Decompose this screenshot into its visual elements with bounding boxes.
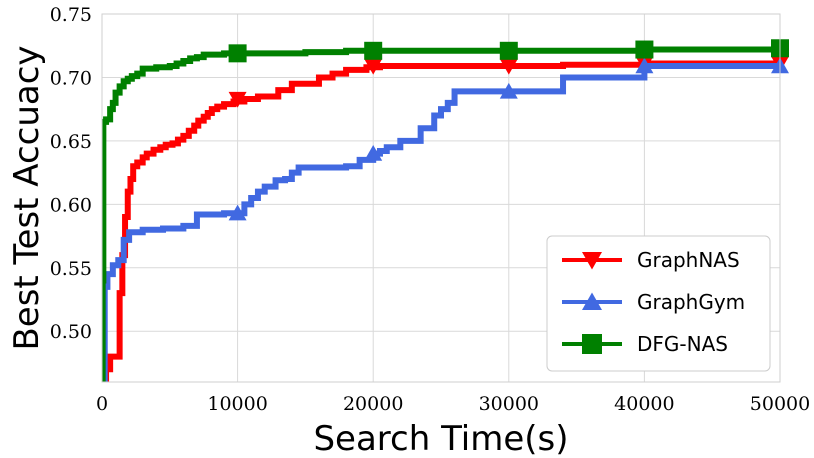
x-tick-label: 10000: [207, 393, 267, 415]
series-line: [102, 60, 780, 382]
x-axis-label: Search Time(s): [313, 419, 568, 458]
series-graphnas: [102, 60, 780, 382]
data-point-marker: [499, 41, 518, 60]
x-tick-label: 0: [96, 393, 108, 415]
y-tick-label: 0.65: [50, 131, 92, 153]
data-point-marker: [635, 40, 654, 59]
legend-marker: [582, 292, 602, 310]
legend-marker: [582, 334, 602, 354]
legend-box: [546, 235, 771, 372]
legend-item: DFG-NAS: [562, 332, 728, 356]
data-point-marker: [228, 44, 247, 63]
series-graphgym: [102, 63, 780, 382]
y-tick-label: 0.75: [50, 4, 92, 26]
x-tick-label: 40000: [614, 393, 674, 415]
series-markers: [228, 39, 789, 63]
legend-item: GraphNAS: [562, 248, 740, 272]
y-tick-label: 0.60: [50, 194, 92, 216]
legend-marker: [582, 252, 602, 270]
data-point-marker: [499, 82, 518, 99]
plot-frame: [101, 13, 781, 383]
legend-label: DFG-NAS: [637, 332, 728, 356]
data-point-marker: [364, 58, 383, 75]
series-line: [102, 46, 780, 382]
y-tick-label: 0.55: [50, 258, 92, 280]
series-line: [102, 63, 780, 382]
y-tick-label: 0.70: [50, 67, 92, 89]
legend: GraphNAS GraphGym DFG-NAS: [546, 235, 771, 372]
y-tick-labels: 0.50 0.55 0.60 0.65 0.70 0.75: [50, 4, 92, 343]
series-layer: [102, 39, 789, 382]
x-tick-labels: 0 10000 20000 30000 40000 50000: [96, 393, 810, 415]
data-point-marker: [228, 204, 247, 221]
legend-label: GraphGym: [637, 290, 745, 314]
legend-item: GraphGym: [562, 290, 745, 314]
data-point-marker: [364, 41, 383, 60]
x-tick-label: 30000: [479, 393, 539, 415]
series-dfg-nas: [102, 46, 780, 382]
data-point-marker: [228, 91, 247, 108]
legend-label: GraphNAS: [637, 248, 740, 272]
data-point-marker: [364, 145, 383, 161]
data-point-marker: [635, 57, 654, 74]
y-tick-label: 0.50: [50, 321, 92, 343]
y-axis-label: Best Test Accuacy: [7, 45, 47, 350]
x-tick-label: 50000: [750, 393, 810, 415]
data-point-marker: [499, 58, 518, 75]
x-tick-label: 20000: [343, 393, 403, 415]
